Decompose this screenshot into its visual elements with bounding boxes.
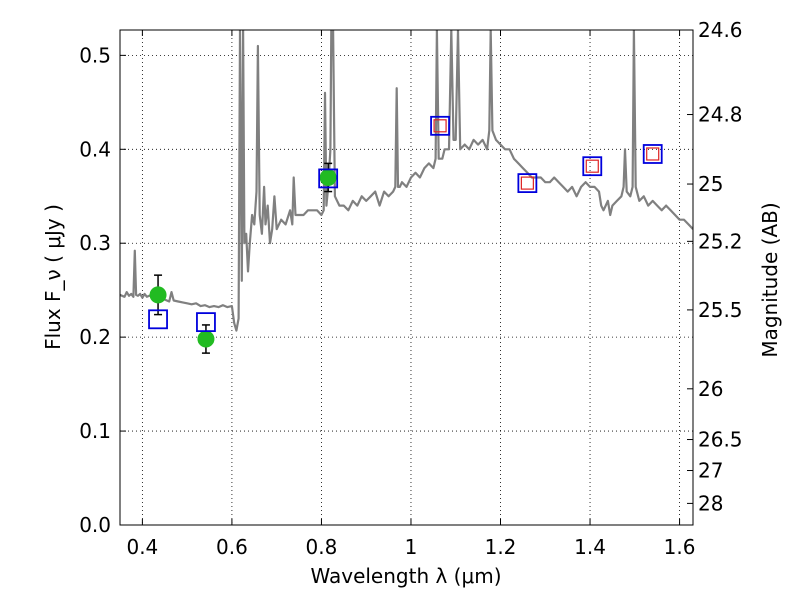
x-tick-label: 1 bbox=[405, 535, 418, 559]
y-right-tick-label: 25 bbox=[698, 172, 723, 196]
grid bbox=[120, 30, 693, 526]
model-photometry-point bbox=[196, 312, 216, 333]
y-axis-label: Flux F_ν ( μJy ) bbox=[41, 204, 65, 350]
y-tick-label: 0.4 bbox=[79, 137, 111, 161]
model-photometry-point bbox=[642, 144, 663, 164]
y-tick-label: 0.0 bbox=[79, 513, 111, 537]
x-axis-label: Wavelength λ (μm) bbox=[310, 564, 501, 588]
model-photometry-inner-marker bbox=[646, 147, 660, 161]
model-photometry-inner-marker bbox=[585, 159, 599, 173]
x-tick-label: 1.4 bbox=[574, 535, 606, 559]
plot-background bbox=[120, 30, 693, 525]
model-spectrum-layer bbox=[120, 30, 693, 332]
x-tick-label: 0.4 bbox=[126, 535, 158, 559]
model-photometry-inner-marker bbox=[520, 176, 534, 190]
y-right-tick-label: 25.5 bbox=[698, 298, 743, 322]
plot-frame bbox=[119, 29, 694, 526]
y-axis-right-label: Magnitude (AB) bbox=[758, 202, 782, 357]
x-tick-label: 0.6 bbox=[216, 535, 248, 559]
y-tick-label: 0.5 bbox=[79, 43, 111, 67]
x-tick-label: 1.2 bbox=[485, 535, 517, 559]
model-spectrum-line bbox=[120, 30, 693, 332]
observed-point bbox=[319, 168, 337, 186]
y-right-tick-label: 26 bbox=[698, 377, 723, 401]
y-tick-label: 0.1 bbox=[79, 419, 111, 443]
observed-photometry-layer bbox=[149, 162, 337, 354]
model-photometry-point bbox=[582, 156, 603, 177]
observed-point bbox=[197, 330, 215, 348]
x-axis: 0.4 0.6 0.8 1 1.2 1.4 1.6 bbox=[126, 30, 695, 559]
y-right-tick-label: 24.6 bbox=[698, 18, 743, 42]
y-right-tick-label: 26.5 bbox=[698, 428, 743, 452]
y-tick-label: 0.3 bbox=[79, 231, 111, 255]
observed-point bbox=[149, 286, 167, 304]
y-right-tick-label: 24.8 bbox=[698, 103, 743, 127]
y-right-tick-label: 27 bbox=[698, 459, 723, 483]
y-axis-left: 0.0 0.1 0.2 0.3 0.4 0.5 bbox=[79, 43, 126, 537]
x-tick-label: 1.6 bbox=[664, 535, 696, 559]
model-photometry-point bbox=[517, 173, 538, 194]
x-tick-label: 0.8 bbox=[306, 535, 338, 559]
y-right-tick-label: 25.2 bbox=[698, 229, 743, 253]
y-right-tick-label: 28 bbox=[698, 491, 723, 515]
y-axis-right: 24.6 24.8 25 25.2 25.5 26 26.5 27 28 bbox=[687, 18, 743, 515]
model-photometry-point bbox=[318, 168, 339, 189]
model-photometry-layer bbox=[148, 115, 663, 333]
model-photometry-point bbox=[148, 309, 168, 330]
model-photometry-inner-marker bbox=[433, 119, 447, 133]
y-tick-label: 0.2 bbox=[79, 325, 111, 349]
model-photometry-point bbox=[430, 115, 450, 136]
